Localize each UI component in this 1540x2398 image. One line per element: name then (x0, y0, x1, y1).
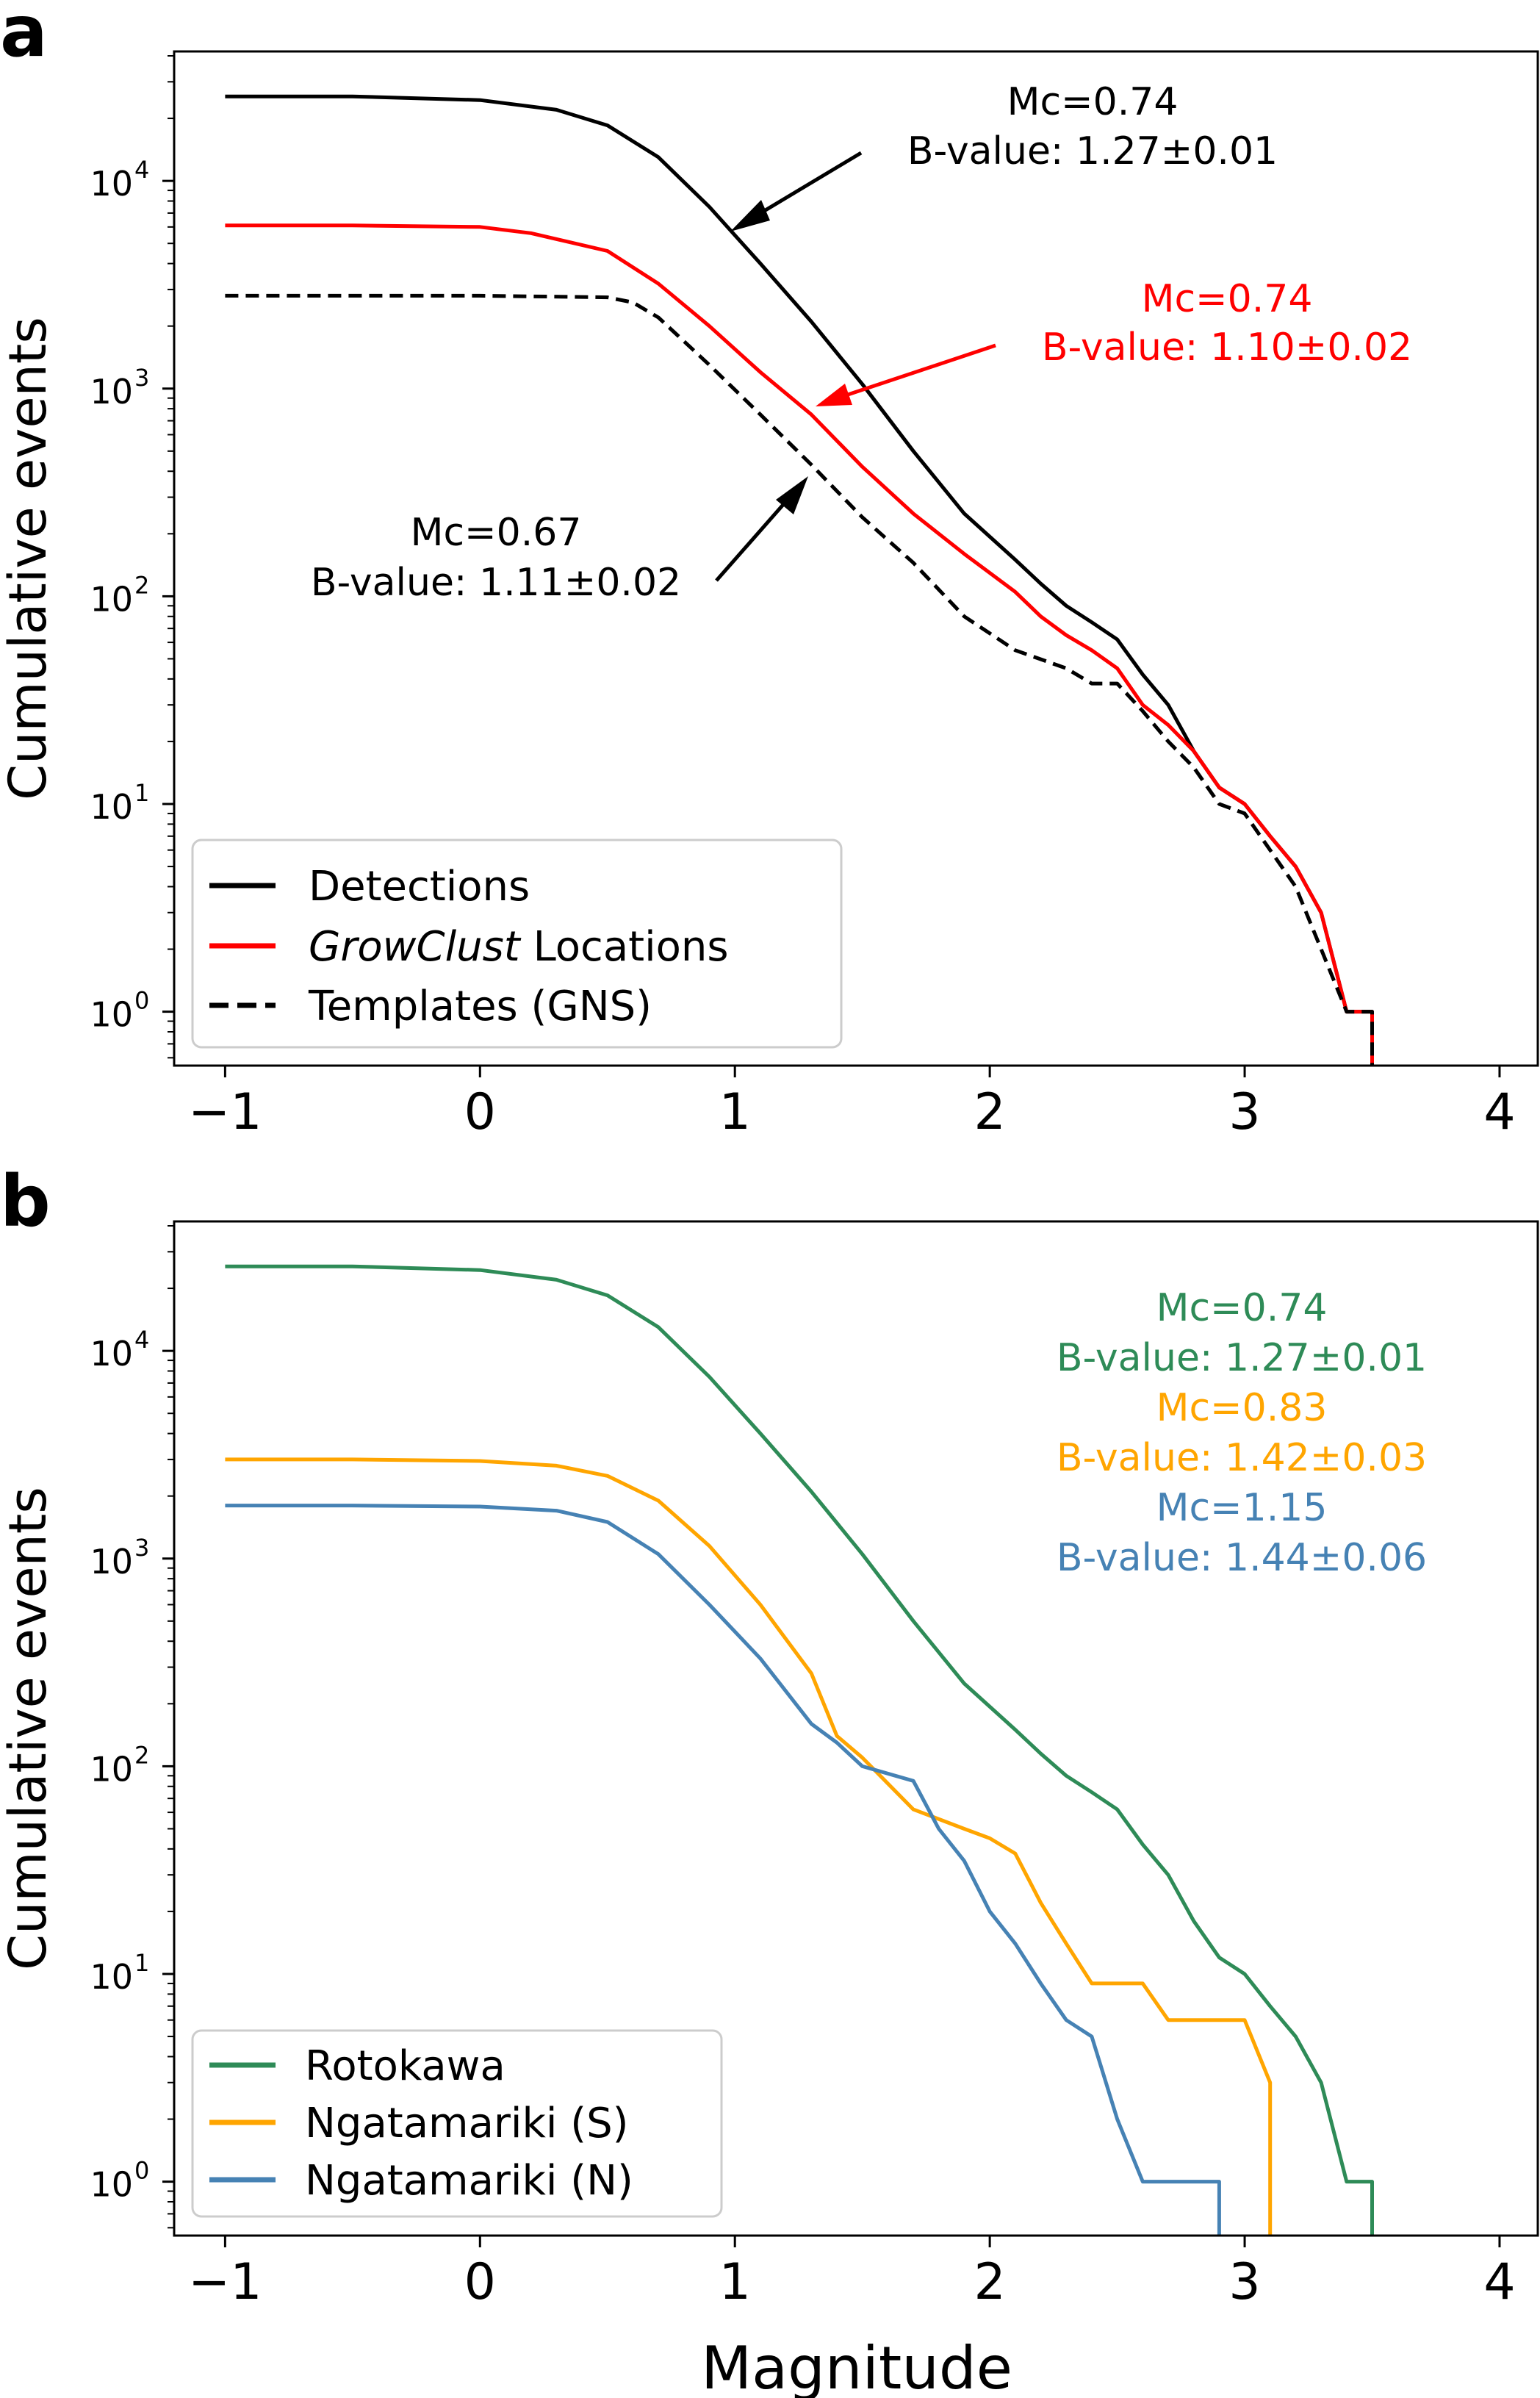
series-line-b-1 (225, 1457, 1273, 2236)
legend-label-ngatamariki-n: Ngatamariki (N) (305, 2157, 633, 2205)
xtick-label-b-4: 3 (1228, 2253, 1260, 2311)
legend-label-detections: Detections (309, 863, 530, 911)
ytick-exponent-a-4: 4 (134, 156, 149, 184)
annotation-ngatamariki-n-bvalue: B-value: 1.44±0.06 (1057, 1536, 1427, 1580)
panel-a-legend: Detections GrowClust Locations Templates… (191, 839, 843, 1049)
annotation-templates: Mc=0.67 B-value: 1.11±0.02 (311, 476, 808, 605)
annotation-rotokawa-bvalue: B-value: 1.27±0.01 (1057, 1336, 1427, 1380)
panel-b-ylabel: Cumulative events (0, 1487, 58, 1970)
ytick-exponent-b-3: 3 (134, 1534, 149, 1562)
ytick-label-b-0: 10 (90, 2165, 133, 2205)
annotation-detections-bvalue: B-value: 1.27±0.01 (907, 129, 1278, 173)
annotation-ngatamariki-s-bvalue: B-value: 1.42±0.03 (1057, 1436, 1427, 1480)
annotation-templates-mc: Mc=0.67 (411, 511, 582, 555)
ytick-label-b-1: 10 (90, 1957, 133, 1997)
panel-b-letter: b (0, 1160, 51, 1243)
ytick-exponent-b-1: 1 (134, 1949, 149, 1977)
series-line-b-0 (225, 1264, 1374, 2236)
series-line-a-2 (225, 293, 1374, 1066)
ytick-label-b-4: 10 (90, 1334, 133, 1374)
xtick-label-a-4: 3 (1228, 1083, 1260, 1141)
ytick-exponent-a-1: 1 (134, 779, 149, 807)
ytick-label-b-2: 10 (90, 1749, 133, 1789)
legend-label-ngatamariki-s: Ngatamariki (S) (305, 2100, 629, 2147)
legend-label-templates: Templates (GNS) (308, 983, 652, 1030)
annotation-detections-arrowhead (730, 200, 770, 231)
ytick-exponent-a-2: 2 (134, 571, 149, 599)
xtick-label-b-1: 0 (464, 2253, 496, 2311)
ytick-exponent-b-2: 2 (134, 1741, 149, 1769)
xtick-label-a-0: −1 (188, 1083, 262, 1141)
panel-b-xlabel: Magnitude (701, 2334, 1012, 2398)
panel-b-legend: Rotokawa Ngatamariki (S) Ngatamariki (N) (191, 2029, 723, 2218)
annotation-templates-bvalue: B-value: 1.11±0.02 (311, 561, 681, 605)
annotation-templates-arrowhead (776, 476, 808, 514)
xtick-label-b-0: −1 (188, 2253, 262, 2311)
ytick-label-a-2: 10 (90, 579, 133, 619)
ytick-exponent-a-0: 0 (134, 987, 149, 1015)
annotation-ngatamariki-n-mc: Mc=1.15 (1156, 1486, 1328, 1530)
panel-b-axes-frame (173, 1220, 1539, 2237)
ytick-label-a-1: 10 (90, 787, 133, 827)
xtick-label-b-3: 2 (974, 2253, 1005, 2311)
ytick-label-a-4: 10 (90, 164, 133, 204)
annotation-detections: Mc=0.74 B-value: 1.27±0.01 (730, 80, 1278, 231)
xtick-label-a-3: 2 (974, 1083, 1005, 1141)
panel-b-legend-box (191, 2029, 723, 2218)
annotation-rotokawa-mc: Mc=0.74 (1156, 1286, 1328, 1330)
xtick-label-b-2: 1 (719, 2253, 751, 2311)
panel-a-letter: a (0, 0, 48, 73)
ytick-label-a-0: 10 (90, 995, 133, 1035)
xtick-label-a-5: 4 (1483, 1083, 1515, 1141)
panel-a-legend-box (191, 839, 843, 1049)
ytick-label-a-3: 10 (90, 372, 133, 412)
panel-a-ylabel: Cumulative events (0, 317, 58, 800)
annotation-growclust-arrowhead (816, 384, 852, 406)
ytick-exponent-b-0: 0 (134, 2157, 149, 2185)
annotation-growclust-mc: Mc=0.74 (1142, 277, 1313, 321)
annotation-growclust-bvalue: B-value: 1.10±0.02 (1042, 326, 1412, 370)
annotation-detections-mc: Mc=0.74 (1007, 80, 1179, 124)
panel-a-axes-frame (173, 50, 1539, 1067)
xtick-label-a-1: 0 (464, 1083, 496, 1141)
ytick-exponent-a-3: 3 (134, 364, 149, 392)
panel-b-annotations: Mc=0.74 B-value: 1.27±0.01 Mc=0.83 B-val… (1057, 1286, 1427, 1580)
legend-label-growclust: GrowClust Locations (309, 923, 729, 971)
series-line-a-1 (225, 223, 1374, 1066)
xtick-label-b-5: 4 (1483, 2253, 1515, 2311)
legend-label-rotokawa: Rotokawa (305, 2042, 505, 2090)
annotation-growclust: Mc=0.74 B-value: 1.10±0.02 (816, 277, 1412, 406)
ytick-exponent-b-4: 4 (134, 1326, 149, 1354)
xtick-label-a-2: 1 (719, 1083, 751, 1141)
series-line-b-2 (225, 1504, 1221, 2236)
annotation-growclust-arrow (830, 343, 996, 403)
ytick-label-b-3: 10 (90, 1542, 133, 1582)
annotation-ngatamariki-s-mc: Mc=0.83 (1156, 1386, 1328, 1430)
